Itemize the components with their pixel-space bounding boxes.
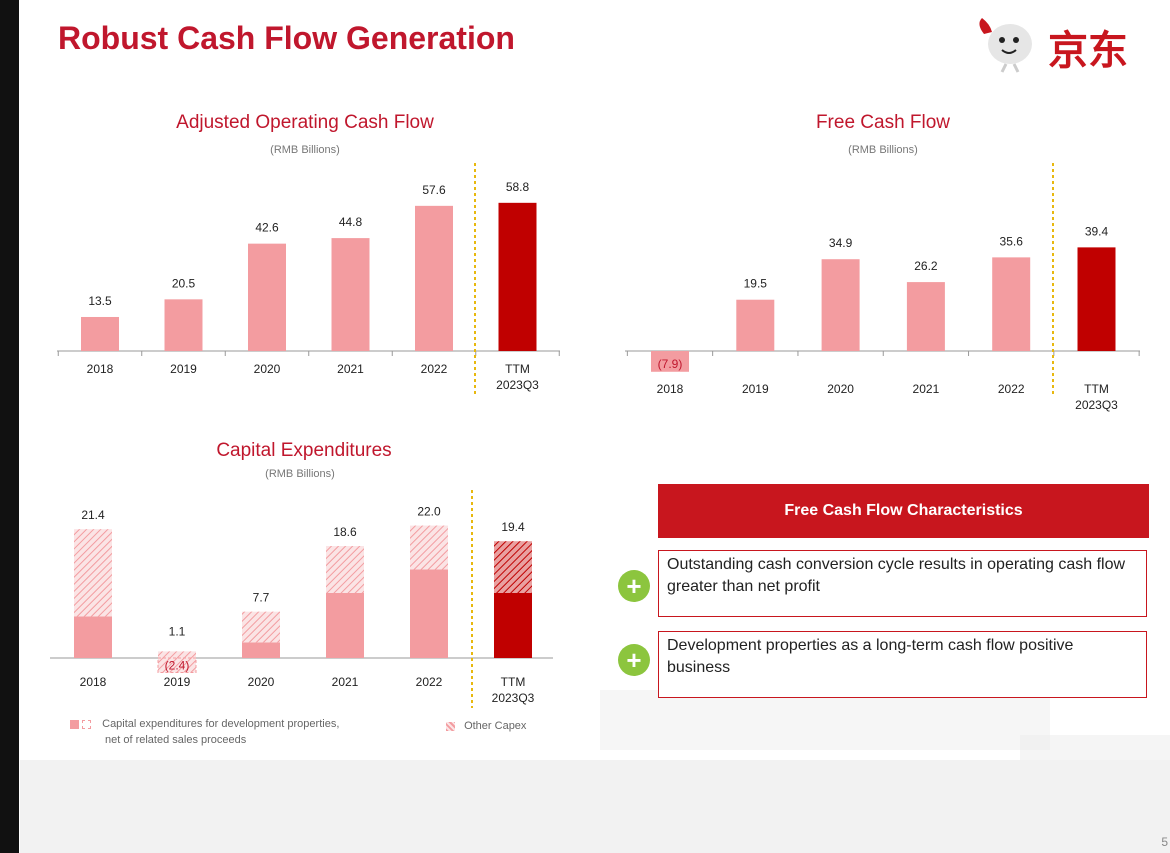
aocf-data-label: 20.5: [172, 276, 196, 290]
fcf-category-label: 2021: [913, 382, 940, 396]
aocf-chart-title: Adjusted Operating Cash Flow: [176, 112, 434, 133]
fcf-category-label: 2019: [742, 382, 769, 396]
capex-dev-bar: [242, 642, 280, 658]
capex-chart-title: Capital Expenditures: [216, 440, 392, 461]
fcf-data-label: 34.9: [829, 236, 853, 250]
fcf-category-label: 2020: [827, 382, 854, 396]
capex-legend-dev: Capital expenditures for development pro…: [70, 716, 339, 748]
aocf-data-label: 57.6: [422, 183, 446, 197]
legend-swatch-other: [446, 721, 455, 731]
capex-category-label: 2023Q3: [492, 691, 535, 705]
capex-dev-bar: [74, 616, 112, 658]
fcf-category-label: 2018: [657, 382, 684, 396]
legend-swatch-dev-solid: [70, 719, 79, 729]
capex-other-bar: [74, 529, 112, 617]
capex-total-label: 21.4: [81, 508, 105, 522]
fcf-category-label: 2023Q3: [1075, 398, 1118, 412]
jd-logo: 京东: [972, 14, 1147, 74]
background-decoration: [1020, 735, 1170, 760]
aocf-category-label: 2023Q3: [496, 378, 539, 392]
capex-other-bar: [494, 541, 532, 593]
capex-category-label: 2021: [332, 675, 359, 689]
capex-other-bar: [410, 525, 448, 570]
aocf-category-label: TTM: [505, 362, 530, 376]
characteristic-text: Outstanding cash conversion cycle result…: [667, 556, 1126, 595]
capex-other-bar: [158, 651, 196, 673]
capex-category-label: 2018: [80, 675, 107, 689]
aocf-bar: [415, 205, 453, 351]
fcf-category-label: TTM: [1084, 382, 1109, 396]
capex-legend-other: Other Capex: [446, 718, 526, 734]
fcf-data-label: 26.2: [914, 259, 938, 273]
aocf-category-label: 2019: [170, 362, 197, 376]
fcf-data-label: 39.4: [1085, 224, 1109, 238]
capex-other-bar: [242, 611, 280, 643]
capex-dev-bar: [494, 592, 532, 658]
fcf-characteristics-header: Free Cash Flow Characteristics: [658, 484, 1149, 538]
fcf-data-label: 35.6: [1000, 234, 1024, 248]
aocf-bar: [248, 243, 286, 351]
capex-category-label: TTM: [501, 675, 526, 689]
fcf-chart-subtitle: (RMB Billions): [848, 144, 918, 156]
fcf-bar: [906, 282, 945, 351]
capex-chart-subtitle: (RMB Billions): [265, 468, 335, 480]
aocf-category-label: 2021: [337, 362, 364, 376]
jd-logo-text: 京东: [1048, 28, 1128, 74]
page-title: Robust Cash Flow Generation: [58, 20, 515, 56]
aocf-bar: [331, 238, 370, 351]
capex-total-label: 19.4: [501, 520, 525, 534]
capex-total-label: 18.6: [333, 525, 357, 539]
background-decoration: [600, 690, 1050, 750]
aocf-category-label: 2022: [421, 362, 448, 376]
aocf-bar: [81, 316, 119, 351]
fcf-bar: [736, 299, 775, 351]
capex-total-label: 7.7: [253, 591, 270, 605]
aocf-data-label: 44.8: [339, 215, 363, 229]
capex-other-bar: [326, 546, 364, 593]
aocf-bar: [164, 299, 203, 351]
plus-icon: +: [618, 570, 650, 602]
capex-dev-bar: [326, 592, 364, 658]
aocf-data-label: 58.8: [506, 180, 530, 194]
left-edge-bar: [0, 0, 19, 853]
page-number: 5: [1161, 835, 1168, 849]
fcf-category-label: 2022: [998, 382, 1025, 396]
fcf-data-label: (7.9): [658, 357, 683, 371]
characteristic-item: Development properties as a long-term ca…: [658, 631, 1147, 698]
capex-total-label: 1.1: [169, 624, 186, 638]
legend-swatch-dev-dashed: [82, 719, 92, 729]
capex-category-label: 2019: [164, 675, 191, 689]
legend-dev-label-line1: Capital expenditures for development pro…: [102, 718, 340, 730]
aocf-data-label: 13.5: [88, 294, 112, 308]
aocf-category-label: 2018: [87, 362, 114, 376]
fcf-data-label: 19.5: [744, 277, 768, 291]
capex-category-label: 2022: [416, 675, 443, 689]
aocf-data-label: 42.6: [255, 221, 279, 235]
capex-dev-negative-bar: [157, 657, 197, 673]
legend-other-label: Other Capex: [464, 720, 527, 732]
background-decoration: [20, 760, 1170, 853]
jd-dog-mascot-icon: [979, 18, 1032, 73]
capex-category-label: 2020: [248, 675, 275, 689]
fcf-bar: [821, 259, 860, 351]
characteristic-item: Outstanding cash conversion cycle result…: [658, 550, 1147, 617]
fcf-chart-title: Free Cash Flow: [815, 112, 951, 133]
aocf-category-label: 2020: [254, 362, 281, 376]
aocf-bar: [498, 202, 537, 351]
fcf-bar: [1077, 247, 1116, 351]
capex-dev-bar: [410, 569, 448, 658]
aocf-chart-subtitle: (RMB Billions): [270, 144, 340, 156]
fcf-bar: [651, 351, 689, 372]
legend-dev-label-line2: net of related sales proceeds: [105, 734, 247, 746]
fcf-bar: [992, 257, 1031, 351]
plus-icon: +: [618, 644, 650, 676]
capex-total-label: 22.0: [417, 505, 441, 519]
capex-negative-label: (2.4): [165, 658, 190, 672]
characteristic-text: Development properties as a long-term ca…: [667, 637, 1074, 676]
